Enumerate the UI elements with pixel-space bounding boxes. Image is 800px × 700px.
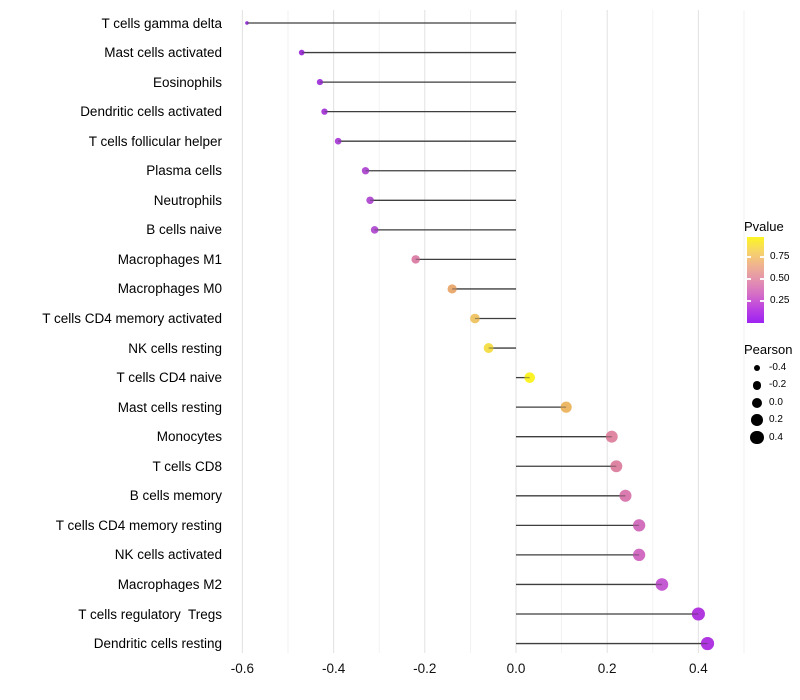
- y-axis-label: Eosinophils: [152, 74, 222, 90]
- lollipop-dot-overlay: [411, 255, 420, 264]
- lollipop-dot-overlay: [633, 548, 646, 561]
- x-axis-tick-label: 0.0: [506, 661, 526, 676]
- x-axis-tick-label: 0.4: [689, 661, 708, 676]
- lollipop-dot-overlay: [298, 49, 305, 56]
- lollipop-dot-overlay: [655, 578, 669, 591]
- lollipop-dot-overlay: [245, 21, 249, 25]
- y-axis-label: Macrophages M2: [117, 576, 222, 592]
- x-axis-tick-label: -0.6: [230, 661, 255, 676]
- size-legend-dot: [750, 431, 764, 445]
- colorbar-tick-mark: [760, 256, 764, 258]
- lollipop-dot-overlay: [470, 313, 480, 324]
- lollipop-dot-overlay: [366, 196, 374, 205]
- x-axis-tick-label: -0.4: [321, 661, 346, 676]
- colorbar-tick-mark: [760, 300, 764, 302]
- y-axis-label: Macrophages M1: [117, 251, 222, 267]
- lollipop-dot-overlay: [370, 226, 379, 234]
- lollipop-dot-overlay: [483, 343, 494, 353]
- y-axis-label: Dendritic cells activated: [80, 104, 222, 120]
- lollipop-dot-overlay: [605, 430, 618, 443]
- size-legend-dot: [751, 397, 763, 408]
- colorbar-tick-label: 0.75: [770, 251, 790, 262]
- pvalue-colorbar: [747, 237, 764, 323]
- lollipop-dot-overlay: [334, 137, 342, 145]
- y-axis-label: Monocytes: [156, 429, 222, 445]
- pearson-legend-title: Pearson: [744, 342, 793, 357]
- colorbar-tick-label: 0.25: [770, 295, 790, 306]
- y-axis-label: Macrophages M0: [117, 281, 222, 297]
- x-axis-tick-label: -0.2: [413, 661, 437, 676]
- size-legend-label: 0.4: [769, 431, 783, 443]
- lollipop-dot-overlay: [361, 167, 370, 175]
- y-axis-label: Mast cells resting: [117, 399, 222, 415]
- y-axis-label: NK cells resting: [128, 340, 222, 356]
- size-legend-label: 0.2: [769, 414, 783, 426]
- size-legend-label: -0.4: [769, 362, 787, 373]
- pvalue-legend-title: Pvalue: [744, 219, 784, 234]
- lollipop-dot-overlay: [691, 607, 705, 621]
- lollipop-dot-overlay: [524, 372, 535, 383]
- lollipop-dot-overlay: [610, 460, 623, 473]
- size-legend-dot: [751, 414, 763, 427]
- y-axis-label: T cells CD4 memory activated: [42, 311, 222, 326]
- lollipop-dot-overlay: [700, 636, 715, 651]
- colorbar-tick-mark: [747, 300, 751, 302]
- y-axis-label: Mast cells activated: [104, 45, 222, 61]
- y-axis-label: B cells memory: [129, 488, 222, 504]
- x-axis-tick-label: 0.2: [597, 661, 617, 676]
- y-axis-label: T cells CD4 memory resting: [55, 517, 222, 533]
- y-axis-label: T cells CD8: [152, 458, 222, 474]
- lollipop-dot-overlay: [447, 284, 457, 294]
- size-legend-dot: [752, 381, 762, 390]
- colorbar-tick-mark: [747, 256, 751, 258]
- size-legend-label: 0.0: [769, 396, 783, 408]
- y-axis-label: T cells regulatory Tregs: [78, 606, 222, 622]
- y-axis-label: Neutrophils: [153, 192, 222, 208]
- y-axis-label: NK cells activated: [114, 547, 222, 563]
- y-axis-label: T cells CD4 naive: [116, 370, 222, 386]
- lollipop-dot-overlay: [619, 489, 632, 502]
- size-legend-dot: [753, 364, 761, 372]
- lollipop-dot-overlay: [321, 108, 328, 115]
- colorbar-tick-label: 0.50: [770, 273, 790, 284]
- y-axis-label: B cells naive: [146, 222, 222, 238]
- colorbar-tick-mark: [760, 278, 764, 280]
- y-axis-label: Dendritic cells resting: [93, 636, 222, 652]
- y-axis-label: T cells follicular helper: [88, 133, 222, 149]
- lollipop-dot-overlay: [316, 79, 323, 86]
- y-axis-label: Plasma cells: [146, 163, 222, 179]
- size-legend-label: -0.2: [769, 379, 787, 391]
- y-axis-label: T cells gamma delta: [101, 15, 222, 31]
- colorbar-tick-mark: [747, 278, 751, 280]
- lollipop-dot-overlay: [633, 519, 646, 532]
- lollipop-dot-overlay: [560, 401, 572, 413]
